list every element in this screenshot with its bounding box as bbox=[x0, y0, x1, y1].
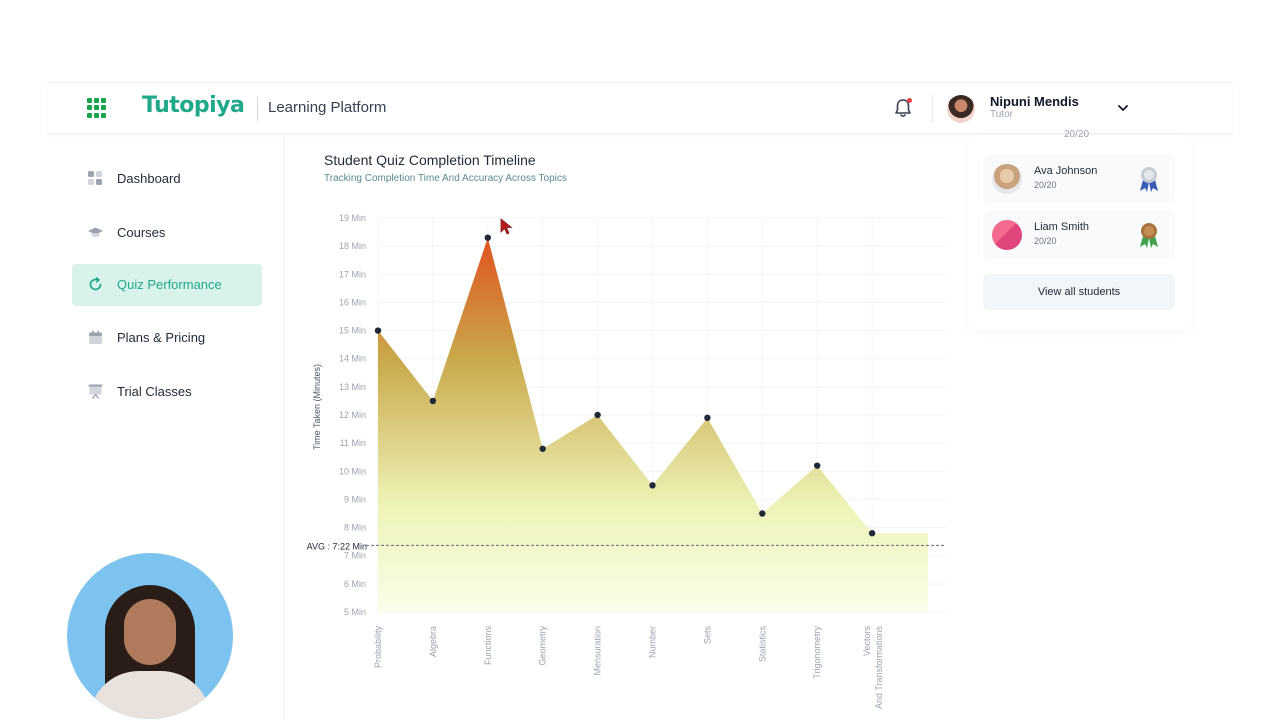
tutopiya-logo[interactable]: Tutopiya bbox=[142, 93, 245, 118]
data-point bbox=[429, 397, 437, 405]
notification-bell-icon[interactable] bbox=[893, 97, 913, 119]
x-tick-label: And Transformations bbox=[874, 626, 884, 710]
sidebar-item-label: Dashboard bbox=[117, 171, 181, 186]
x-tick-label: Trigonometry bbox=[812, 626, 822, 679]
student-score-partial: 20/20 bbox=[1064, 129, 1090, 140]
data-point bbox=[759, 510, 766, 517]
y-tick-label: 19 Min bbox=[339, 213, 366, 223]
chart-title: Student Quiz Completion Timeline bbox=[324, 152, 536, 168]
data-point bbox=[484, 234, 491, 241]
y-tick-label: 5 Min bbox=[344, 607, 366, 617]
y-tick-label: 13 Min bbox=[339, 382, 366, 392]
x-tick-label: Vectors bbox=[862, 626, 872, 657]
top-bar: Tutopiya Learning Platform Nipuni Mendis… bbox=[48, 82, 1232, 134]
y-tick-label: 7 Min bbox=[344, 551, 366, 561]
sidebar: Dashboard Courses Quiz Performance Plans… bbox=[48, 135, 284, 720]
x-tick-label: Algebra bbox=[428, 626, 438, 657]
average-label: AVG : 7:22 Min bbox=[307, 541, 367, 551]
y-tick-label: 16 Min bbox=[339, 297, 366, 307]
data-point bbox=[594, 411, 601, 419]
platform-label: Learning Platform bbox=[268, 99, 387, 116]
data-point bbox=[539, 445, 546, 452]
app-window: Tutopiya Learning Platform Nipuni Mendis… bbox=[48, 82, 1232, 720]
presentation-board-icon bbox=[88, 384, 103, 399]
top-students-panel: 20/20 Ava Johnson 20/20 Liam Smith 20/20… bbox=[968, 129, 1192, 330]
student-name: Liam Smith bbox=[1034, 221, 1090, 233]
student-avatar[interactable] bbox=[992, 164, 1022, 194]
sidebar-item-label: Plans & Pricing bbox=[117, 330, 206, 345]
y-tick-label: 17 Min bbox=[339, 269, 366, 279]
quiz-timeline-chart: 5 Min 6 Min 7 Min 8 Min 9 Min 10 Min 11 Min 12 … bbox=[307, 213, 946, 710]
sidebar-item-plans-pricing[interactable]: Plans & Pricing bbox=[72, 317, 262, 359]
top-divider bbox=[932, 95, 933, 123]
sidebar-item-dashboard[interactable]: Dashboard bbox=[72, 158, 262, 200]
y-tick-label: 11 Min bbox=[340, 438, 366, 448]
student-row[interactable]: Ava Johnson 20/20 bbox=[983, 155, 1175, 203]
y-tick-label: 12 Min bbox=[339, 410, 366, 420]
user-role: Tutor bbox=[990, 109, 1013, 120]
presenter-face bbox=[124, 599, 176, 665]
sidebar-item-trial-classes[interactable]: Trial Classes bbox=[72, 371, 262, 413]
graduation-cap-icon bbox=[88, 227, 103, 237]
user-avatar[interactable] bbox=[947, 95, 975, 123]
sidebar-item-quiz-performance[interactable]: Quiz Performance bbox=[72, 264, 262, 306]
y-tick-label: 9 Min bbox=[344, 494, 366, 504]
x-tick-label: Mensuration bbox=[593, 626, 603, 676]
y-tick-label: 6 Min bbox=[344, 579, 366, 589]
bronze-medal-icon bbox=[1140, 223, 1158, 248]
silver-medal-icon bbox=[1140, 167, 1158, 192]
data-point bbox=[649, 482, 656, 489]
data-point bbox=[704, 414, 711, 422]
student-score: 20/20 bbox=[1034, 180, 1057, 190]
dashboard-icon bbox=[88, 171, 102, 185]
y-axis-label: Time Taken (Minutes) bbox=[312, 364, 322, 450]
sidebar-item-courses[interactable]: Courses bbox=[72, 212, 262, 254]
y-tick-label: 18 Min bbox=[339, 241, 366, 251]
data-point bbox=[374, 327, 382, 334]
sidebar-item-label: Quiz Performance bbox=[117, 277, 222, 292]
mouse-cursor-icon bbox=[500, 218, 513, 235]
data-point bbox=[814, 462, 821, 469]
x-tick-label: Sets bbox=[702, 626, 712, 645]
student-row[interactable]: Liam Smith 20/20 bbox=[983, 211, 1175, 259]
area-series bbox=[378, 237, 928, 612]
data-point bbox=[868, 530, 876, 537]
sidebar-item-label: Courses bbox=[117, 225, 166, 240]
x-tick-label: Probability bbox=[373, 626, 383, 669]
x-tick-label: Number bbox=[648, 626, 658, 658]
y-tick-label: 8 Min bbox=[344, 523, 366, 533]
x-tick-label: Functions bbox=[483, 626, 493, 666]
y-tick-label: 15 Min bbox=[339, 326, 366, 336]
x-tick-label: Statistics bbox=[757, 626, 767, 663]
student-name: Ava Johnson bbox=[1034, 165, 1098, 177]
presenter-video bbox=[67, 553, 233, 719]
refresh-icon bbox=[89, 277, 102, 291]
calendar-icon bbox=[89, 330, 102, 344]
quiz-timeline-chart-card: Student Quiz Completion Timeline Trackin… bbox=[300, 135, 960, 720]
x-tick-label: Geometry bbox=[538, 626, 548, 666]
y-tick-label: 10 Min bbox=[339, 466, 366, 476]
y-tick-label: 14 Min bbox=[339, 354, 366, 364]
apps-grid-icon[interactable] bbox=[87, 98, 107, 118]
logo-divider bbox=[257, 97, 258, 121]
view-all-students-button[interactable]: View all students bbox=[983, 274, 1175, 310]
notification-dot bbox=[907, 98, 912, 103]
chevron-down-icon[interactable] bbox=[1116, 101, 1130, 115]
sidebar-item-label: Trial Classes bbox=[117, 384, 192, 399]
chart-subtitle: Tracking Completion Time And Accuracy Ac… bbox=[324, 173, 567, 184]
student-score: 20/20 bbox=[1034, 236, 1057, 246]
user-name[interactable]: Nipuni Mendis bbox=[990, 94, 1079, 109]
student-avatar[interactable] bbox=[992, 220, 1022, 250]
